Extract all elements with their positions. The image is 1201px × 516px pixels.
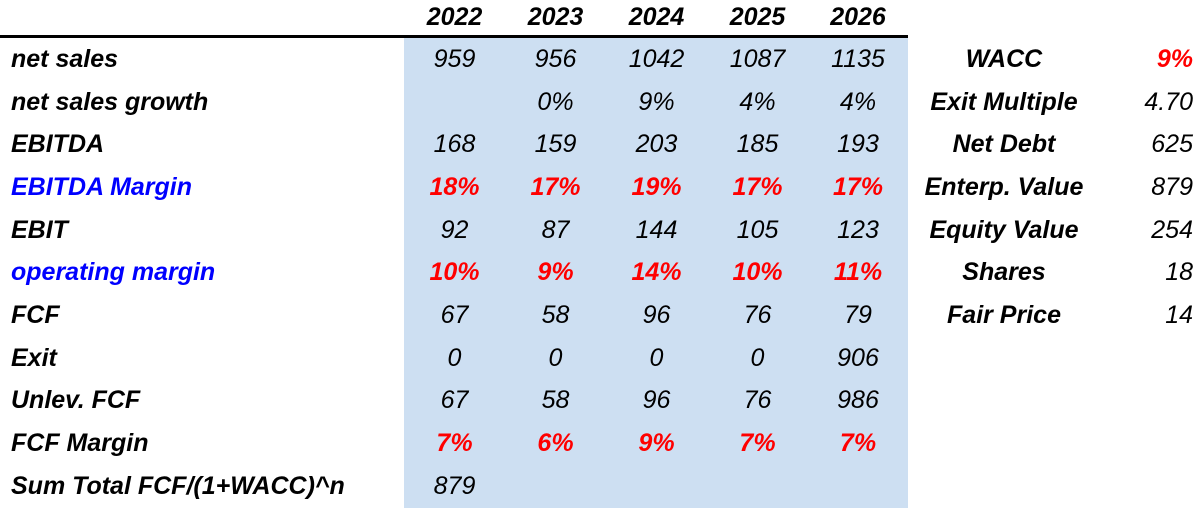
summary-label: Enterp. Value [924,172,1084,201]
data-cell: 9% [606,422,707,465]
data-cell: 76 [707,379,808,423]
row-label: Unlev. FCF [11,386,141,415]
data-cell: 10% [404,251,505,295]
summary-value: 625 [1151,130,1193,159]
year-header: 2026 [808,0,908,38]
summary-label: Equity Value [929,215,1079,244]
data-cell: 1087 [707,38,808,81]
data-cell [707,464,808,508]
data-cell: 0 [707,336,808,380]
year-header: 2023 [505,0,606,38]
data-cell: 168 [404,123,505,167]
data-cell: 58 [505,379,606,423]
data-cell: 986 [808,379,908,423]
row-label: net sales growth [11,87,209,116]
data-cell: 185 [707,123,808,167]
data-cell: 956 [505,38,606,81]
data-cell: 17% [808,166,908,209]
data-cell: 0 [606,336,707,380]
data-cell: 58 [505,294,606,337]
row-label: operating margin [11,258,216,287]
row-label: FCF Margin [11,429,149,458]
data-cell: 105 [707,208,808,252]
data-cell: 906 [808,336,908,380]
data-cell [606,464,707,508]
summary-label: Net Debt [952,130,1056,159]
data-cell [808,464,908,508]
spacer-cell [1100,380,1201,423]
year-header: 2024 [606,0,707,38]
data-cell: 144 [606,208,707,252]
spacer-cell [908,337,1100,380]
data-cell: 79 [808,294,908,337]
row-label: EBITDA [11,130,105,159]
data-cell: 17% [505,166,606,209]
summary-value: 254 [1151,215,1193,244]
corner-spacer [0,0,404,38]
row-label: EBIT [11,215,68,244]
spacer-cell [1100,422,1201,465]
row-label: FCF [11,300,60,329]
data-cell [404,80,505,124]
summary-value: 4.70 [1144,87,1193,116]
data-cell: 0 [505,336,606,380]
data-cell: 7% [808,422,908,465]
summary-label: WACC [965,44,1043,73]
spacer-cell [908,0,1100,38]
spacer-cell [908,380,1100,423]
data-cell: 1135 [808,38,908,81]
data-cell: 19% [606,166,707,209]
data-cell: 193 [808,123,908,167]
data-cell: 4% [808,80,908,124]
data-cell: 7% [707,422,808,465]
row-label: Sum Total FCF/(1+WACC)^n [11,471,345,500]
data-cell: 123 [808,208,908,252]
row-label: Exit [11,343,57,372]
summary-label: Fair Price [947,300,1061,329]
data-cell: 87 [505,208,606,252]
spacer-cell [1100,337,1201,380]
data-cell: 96 [606,294,707,337]
data-cell: 96 [606,379,707,423]
summary-value: 18 [1165,258,1193,287]
summary-label: Shares [962,258,1046,287]
data-cell: 76 [707,294,808,337]
spacer-cell [908,422,1100,465]
row-label: EBITDA Margin [11,172,193,201]
data-cell: 67 [404,294,505,337]
data-cell: 7% [404,422,505,465]
spacer-cell [908,465,1100,508]
summary-value: 14 [1165,300,1193,329]
year-header: 2025 [707,0,808,38]
data-cell: 0 [404,336,505,380]
data-cell: 67 [404,379,505,423]
data-cell: 879 [404,464,505,508]
summary-label: Exit Multiple [930,87,1078,116]
spacer-cell [1100,465,1201,508]
spacer-cell [1100,0,1201,38]
data-cell: 203 [606,123,707,167]
data-cell: 10% [707,251,808,295]
summary-value: 879 [1151,172,1193,201]
row-label: net sales [11,44,119,73]
data-cell: 9% [505,251,606,295]
data-cell: 18% [404,166,505,209]
data-cell: 17% [707,166,808,209]
data-cell: 6% [505,422,606,465]
year-header: 2022 [404,0,505,38]
data-cell: 959 [404,38,505,81]
summary-value: 9% [1156,44,1193,73]
data-cell: 1042 [606,38,707,81]
data-cell: 11% [808,251,908,295]
data-cell: 159 [505,123,606,167]
data-cell: 0% [505,80,606,124]
data-cell: 4% [707,80,808,124]
data-cell: 9% [606,80,707,124]
data-cell [505,464,606,508]
data-cell: 92 [404,208,505,252]
data-cell: 14% [606,251,707,295]
